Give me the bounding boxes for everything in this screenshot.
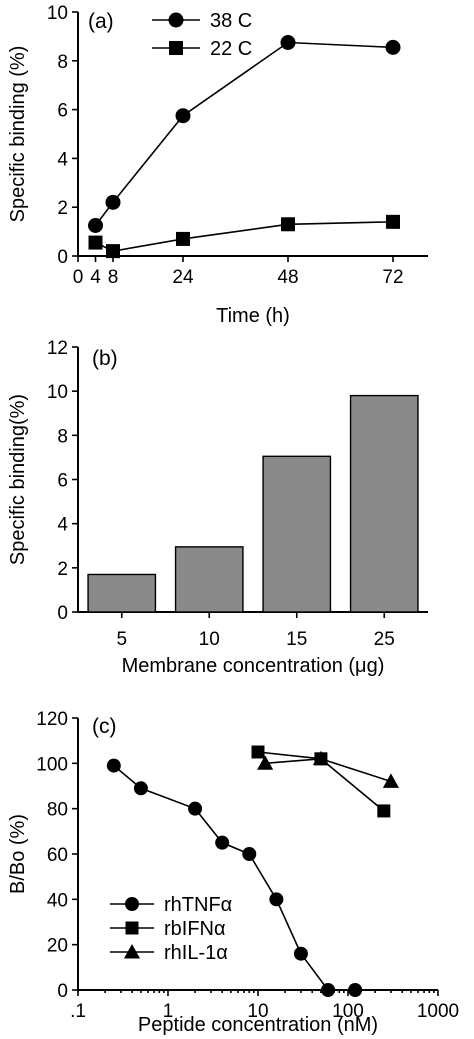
panel-b-category-label: 5 — [116, 629, 127, 650]
panel-c-ytick-label: 100 — [36, 754, 68, 775]
panel-c-ytick-label: 80 — [47, 800, 68, 821]
panel-c-data-point — [321, 983, 336, 997]
panel-a-ytick-label: 6 — [57, 101, 68, 122]
panel-c-xtick-label: 1 — [163, 1001, 174, 1022]
panel-c-xtick-label: .1 — [70, 1001, 86, 1022]
panel-b-bar — [87, 573, 157, 613]
panel-c-ytick-label: 40 — [47, 890, 68, 911]
panel-c-xtick-label: 1000 — [417, 1001, 459, 1022]
panel-a-data-point — [280, 35, 296, 50]
panel-c-ytick-label: 20 — [47, 936, 68, 957]
panel-c-data-point — [251, 745, 265, 759]
panel-c-label: (c) — [92, 715, 117, 738]
panel-c-xtick-label: 100 — [332, 1001, 364, 1022]
panel-b-bar — [262, 455, 332, 613]
panel-b-ylabel: Specific binding(%) — [7, 394, 29, 565]
panel-a-ytick-label: 10 — [47, 3, 68, 24]
panel-c-data-point — [257, 755, 274, 770]
panel-c-legend-label: rbIFNα — [164, 918, 226, 940]
panel-a-xtick-label: 48 — [277, 267, 298, 288]
panel-c-series-line — [113, 764, 356, 991]
panel-a-data-point — [281, 217, 295, 232]
panel-c-data-point — [133, 781, 148, 796]
panel-b-category-label: 15 — [286, 629, 307, 650]
panel-a-axes — [77, 12, 428, 257]
panel-b-ytick-label: 10 — [47, 382, 68, 403]
panel-b-ytick-label: 2 — [57, 559, 68, 580]
panel-b-bar — [349, 394, 419, 613]
panel-c-data-point — [242, 847, 257, 861]
panel-a-xlabel: Time (h) — [216, 305, 290, 327]
panel-a-data-point — [385, 39, 401, 55]
panel-c-data-point — [106, 758, 121, 773]
panel-b-ytick-label: 12 — [47, 338, 68, 359]
panel-c-data-point — [348, 983, 363, 997]
panel-a-data-point — [386, 214, 400, 229]
panel-a-legend-marker — [169, 41, 183, 55]
panel-a-legend-label: 22 C — [210, 38, 252, 60]
panel-c-data-point — [293, 946, 308, 961]
panel-a-xtick-label: 4 — [90, 267, 101, 288]
panel-a-ytick-label: 0 — [57, 247, 68, 268]
panel-b-ytick-label: 0 — [57, 603, 68, 624]
panel-a-xtick-label: 72 — [382, 267, 403, 288]
panel-c-data-point — [215, 835, 230, 850]
panel-c-ytick-label: 60 — [47, 845, 68, 866]
panel-c-series-line — [265, 757, 392, 783]
panel-c-legend-marker — [125, 921, 139, 935]
panel-a-xtick-label: 24 — [172, 267, 194, 288]
panel-b-ytick-label: 6 — [57, 471, 68, 492]
panel-c-ytick-label: 0 — [57, 981, 68, 1002]
panel-c-xtick-label: 10 — [247, 1001, 268, 1022]
panel-a-legend-marker — [168, 12, 184, 28]
panel-a-label: (a) — [88, 10, 114, 33]
panel-c-data-point — [188, 801, 203, 816]
panel-b-ytick-label: 4 — [57, 515, 68, 536]
panel-a-ytick-label: 4 — [57, 149, 68, 170]
panel-a-legend-label: 38 C — [210, 10, 252, 32]
panel-a-xtick-label: 0 — [73, 267, 84, 288]
panel-a-ytick-label: 2 — [57, 198, 68, 219]
panel-c-legend-label: rhTNFα — [164, 894, 232, 916]
panel-c-ylabel: B/Bo (%) — [7, 814, 29, 894]
panel-c-data-point — [382, 773, 399, 788]
panel-a-ytick-label: 8 — [57, 52, 68, 73]
panel-a-data-point — [175, 108, 191, 124]
panel-c-legend-marker — [123, 943, 141, 959]
panel-a-series-line — [94, 41, 394, 226]
panel-c-legend-marker — [125, 897, 139, 911]
panel-a-ylabel: Specific binding (%) — [7, 46, 29, 223]
panel-a-data-point — [105, 194, 121, 210]
panel-a-data-point — [106, 244, 120, 259]
panel-b-ytick-label: 8 — [57, 426, 68, 447]
panel-c-data-point — [269, 892, 284, 907]
panel-b-category-label: 10 — [199, 629, 220, 650]
panel-a-xtick-label: 8 — [108, 267, 119, 288]
panel-c-ytick-label: 120 — [36, 709, 68, 730]
panel-b-label: (b) — [92, 347, 118, 370]
panel-a-data-point — [176, 231, 190, 246]
panel-c-legend-label: rhIL-1α — [164, 942, 228, 964]
panel-a-data-point — [88, 235, 103, 250]
panel-c-xlabel: Peptide concentration (nM) — [138, 1014, 378, 1036]
panel-c-data-point — [377, 804, 391, 818]
panel-b-xlabel: Membrane concentration (μg) — [122, 655, 385, 677]
panel-c-data-point — [312, 750, 329, 766]
panel-b-category-label: 25 — [374, 629, 395, 650]
panel-b-bar — [174, 546, 244, 613]
panel-a-series-line — [95, 221, 394, 252]
panel-a-data-point — [88, 218, 103, 233]
